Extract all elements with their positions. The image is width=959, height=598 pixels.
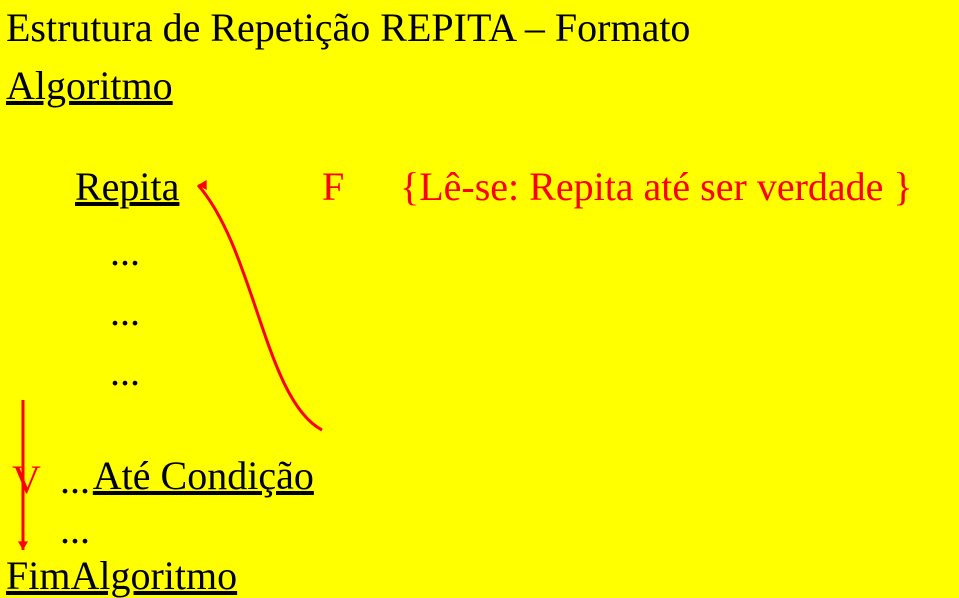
- ellipsis-3: ...: [110, 350, 140, 394]
- slide-title: Estrutura de Repetição REPITA – Formato: [6, 6, 690, 50]
- v-label: V: [12, 458, 41, 502]
- ate-keyword: Até Condição: [93, 453, 314, 498]
- ellipsis-1: ...: [110, 230, 140, 274]
- ate-condicao-line: Até Condição: [75, 410, 314, 498]
- f-label: F: [322, 165, 344, 209]
- algoritmo-label: Algoritmo: [6, 64, 173, 108]
- repita-keyword: Repita: [75, 165, 179, 209]
- ellipsis-5: ...: [60, 508, 90, 552]
- ellipsis-4: ...: [60, 458, 90, 502]
- fimalgoritmo-keyword: FimAlgoritmo: [6, 554, 237, 598]
- ellipsis-2: ...: [110, 290, 140, 334]
- comment-text: {Lê-se: Repita até ser verdade }: [400, 165, 913, 209]
